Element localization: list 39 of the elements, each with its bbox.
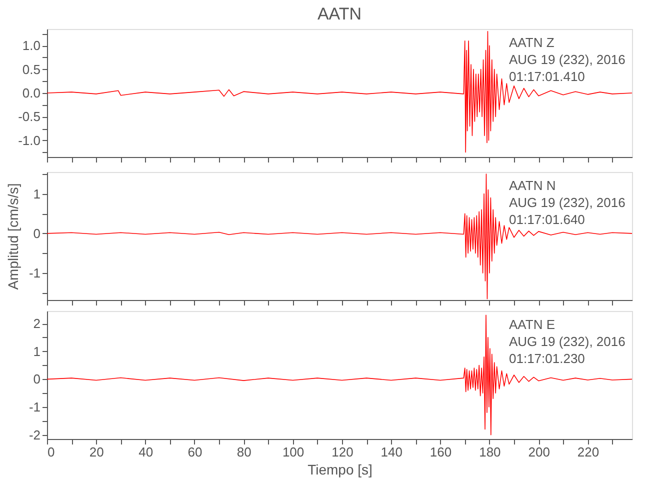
annotation: AUG 19 (232), 2016 xyxy=(509,195,626,210)
annotation: AUG 19 (232), 2016 xyxy=(509,334,626,349)
line-series xyxy=(47,314,632,436)
annotation: 01:17:01.640 xyxy=(509,212,585,227)
line-series xyxy=(47,30,632,153)
y-tick-label: 0.0 xyxy=(22,86,40,100)
y-tick-label: 0 xyxy=(33,372,40,387)
x-tick-label: 120 xyxy=(332,444,354,460)
chart-title: AATN xyxy=(317,4,362,24)
y-tick-label: 1 xyxy=(33,344,40,359)
x-tick-label: 100 xyxy=(282,444,304,460)
x-tick-label: 200 xyxy=(528,444,550,460)
x-tick-label: 140 xyxy=(380,444,402,460)
annotation: AUG 19 (232), 2016 xyxy=(509,52,626,67)
x-tick-label: 80 xyxy=(236,444,252,460)
x-tick-label: 180 xyxy=(479,444,501,460)
x-tick-label: 40 xyxy=(138,444,154,460)
y-tick-label: 1 xyxy=(33,186,40,202)
annotation: AATN Z xyxy=(509,35,554,50)
annotation: AATN E xyxy=(509,317,556,332)
y-axis-title: Amplitud [cm/s/s] xyxy=(4,183,21,290)
x-tick-label: 220 xyxy=(577,444,600,460)
annotation: 01:17:01.410 xyxy=(509,69,585,84)
y-tick-label: -0.5 xyxy=(18,109,40,124)
y-tick-label: 2 xyxy=(33,316,40,332)
y-tick-label: 1.0 xyxy=(22,38,40,54)
y-tick-label: 0.5 xyxy=(22,62,40,77)
x-tick-label: 0 xyxy=(48,444,55,460)
y-tick-label: -2 xyxy=(28,427,40,442)
x-axis-title: Tiempo [s] xyxy=(308,462,372,478)
x-tick-label: 60 xyxy=(188,444,202,460)
y-tick-label: -1 xyxy=(28,266,40,281)
y-tick-label: -1 xyxy=(28,400,40,414)
annotation: 01:17:01.230 xyxy=(509,351,585,366)
y-tick-label: -1.0 xyxy=(18,132,40,148)
x-tick-label: 160 xyxy=(430,444,452,460)
annotation: AATN N xyxy=(509,178,556,193)
x-tick-label: 20 xyxy=(89,444,104,460)
y-tick-label: 0 xyxy=(33,226,40,241)
